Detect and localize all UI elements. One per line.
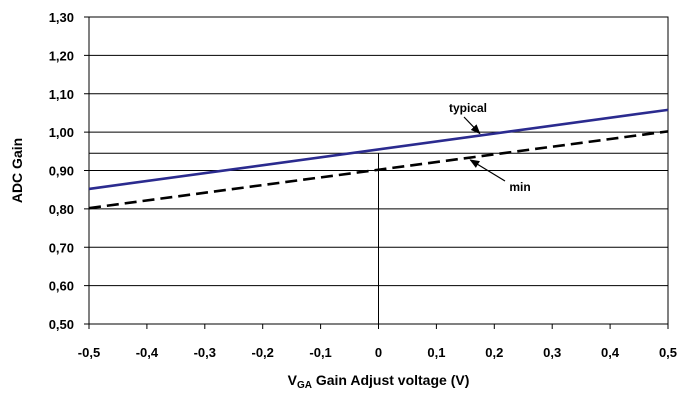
y-axis-title: ADC Gain [9,138,25,203]
x-tick-label: 0,2 [485,345,503,360]
y-axis-tick-labels: 0,50 0,60 0,70 0,80 0,90 1,00 1,10 1,20 1,30 [49,10,89,332]
y-tick-label: 1,10 [49,87,74,102]
y-tick-label: 0,70 [49,240,74,255]
annotation-min-label: min [509,180,530,194]
annotation-typical-label: typical [449,101,487,115]
x-tick-label: 0,4 [601,345,620,360]
x-axis-title-rest: Gain Adjust voltage (V) [312,372,469,388]
y-tick-label: 0,90 [49,164,74,179]
x-tick-label: 0,1 [427,345,445,360]
x-tick-label: -0,5 [78,345,100,360]
x-tick-label: -0,4 [136,345,159,360]
y-tick-label: 0,60 [49,279,74,294]
x-tick-label: 0,5 [659,345,677,360]
y-tick-label: 0,50 [49,317,74,332]
x-axis-title-main: V [288,372,298,388]
x-axis-title: VGA Gain Adjust voltage (V) [288,372,470,391]
x-tick-label: -0,2 [251,345,273,360]
x-tick-label: 0,3 [543,345,561,360]
series-line-min [88,130,669,210]
y-tick-label: 0,80 [49,202,74,217]
x-axis-tick-labels: -0,5 -0,4 -0,3 -0,2 -0,1 0 0,1 0,2 0,3 0,4 0,5 [78,324,677,360]
x-tick-label: -0,3 [194,345,216,360]
annotation-typical-arrow [463,116,481,135]
y-tick-label: 1,30 [49,10,74,25]
y-tick-label: 1,20 [49,48,74,63]
series-lines [88,108,669,210]
x-tick-label: -0,1 [309,345,331,360]
reference-lines [89,152,668,324]
series-line-typical [88,108,669,191]
annotations: typical min [449,101,531,194]
x-axis-title-subscript: GA [297,380,312,391]
y-tick-label: 1,00 [49,125,74,140]
annotation-min-arrow [469,159,506,182]
x-tick-label: 0 [375,345,382,360]
